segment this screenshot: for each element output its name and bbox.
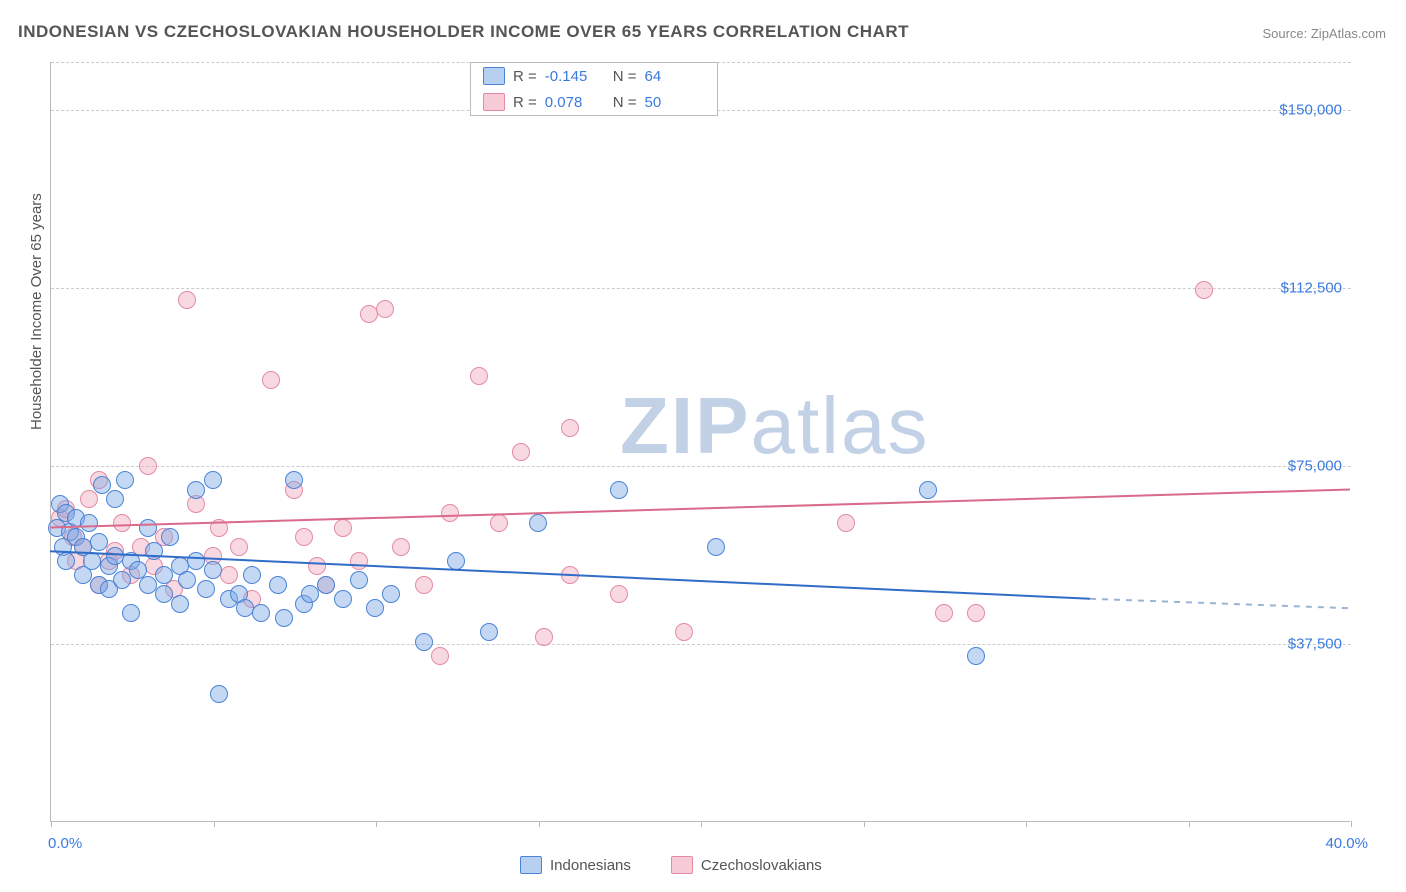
data-point	[155, 585, 173, 603]
data-point	[204, 561, 222, 579]
chart-source: Source: ZipAtlas.com	[1262, 26, 1386, 41]
data-point	[447, 552, 465, 570]
data-point	[106, 490, 124, 508]
legend-row: R = -0.145 N = 64	[471, 63, 717, 89]
data-point	[139, 576, 157, 594]
data-point	[236, 599, 254, 617]
legend-swatch	[520, 856, 542, 874]
n-value: 64	[645, 68, 705, 85]
legend-item: Indonesians	[520, 856, 631, 874]
data-point	[139, 519, 157, 537]
data-point	[83, 552, 101, 570]
x-axis-max-label: 40.0%	[1325, 835, 1368, 852]
data-point	[243, 566, 261, 584]
data-point	[561, 419, 579, 437]
data-point	[197, 580, 215, 598]
data-point	[155, 566, 173, 584]
data-point	[80, 514, 98, 532]
data-point	[252, 604, 270, 622]
x-axis-min-label: 0.0%	[48, 835, 82, 852]
data-point	[610, 585, 628, 603]
data-point	[145, 542, 163, 560]
n-label: N =	[613, 94, 637, 111]
data-point	[210, 519, 228, 537]
data-point	[919, 481, 937, 499]
data-point	[480, 623, 498, 641]
data-point	[301, 585, 319, 603]
data-point	[967, 647, 985, 665]
data-point	[295, 528, 313, 546]
data-point	[935, 604, 953, 622]
r-label: R =	[513, 68, 537, 85]
data-point	[350, 571, 368, 589]
scatter-plot	[50, 62, 1350, 822]
data-point	[285, 471, 303, 489]
data-point	[187, 481, 205, 499]
r-value: 0.078	[545, 94, 605, 111]
data-point	[382, 585, 400, 603]
data-point	[1195, 281, 1213, 299]
data-point	[535, 628, 553, 646]
data-point	[275, 609, 293, 627]
data-point	[269, 576, 287, 594]
data-point	[113, 514, 131, 532]
data-point	[220, 566, 238, 584]
data-point	[441, 504, 459, 522]
data-point	[106, 547, 124, 565]
data-point	[204, 471, 222, 489]
data-point	[161, 528, 179, 546]
data-point	[512, 443, 530, 461]
legend-row: R = 0.078 N = 50	[471, 89, 717, 115]
data-point	[431, 647, 449, 665]
data-point	[187, 552, 205, 570]
series-legend: Indonesians Czechoslovakians	[520, 856, 822, 874]
data-point	[178, 291, 196, 309]
legend-swatch	[483, 67, 505, 85]
r-value: -0.145	[545, 68, 605, 85]
data-point	[529, 514, 547, 532]
data-point	[139, 457, 157, 475]
r-label: R =	[513, 94, 537, 111]
y-axis-label: Householder Income Over 65 years	[28, 193, 45, 430]
data-point	[262, 371, 280, 389]
data-point	[392, 538, 410, 556]
legend-swatch	[483, 93, 505, 111]
chart-title: INDONESIAN VS CZECHOSLOVAKIAN HOUSEHOLDE…	[18, 22, 909, 42]
x-tick	[1351, 821, 1352, 827]
correlation-legend: R = -0.145 N = 64 R = 0.078 N = 50	[470, 62, 718, 116]
data-point	[113, 571, 131, 589]
data-point	[308, 557, 326, 575]
data-point	[230, 538, 248, 556]
legend-item: Czechoslovakians	[671, 856, 822, 874]
data-point	[171, 595, 189, 613]
data-point	[116, 471, 134, 489]
n-label: N =	[613, 68, 637, 85]
legend-label: Indonesians	[550, 857, 631, 874]
data-point	[376, 300, 394, 318]
data-point	[90, 533, 108, 551]
data-point	[178, 571, 196, 589]
data-point	[80, 490, 98, 508]
data-point	[366, 599, 384, 617]
data-point	[334, 519, 352, 537]
data-point	[122, 604, 140, 622]
data-point	[210, 685, 228, 703]
data-point	[415, 633, 433, 651]
data-point	[317, 576, 335, 594]
data-point	[490, 514, 508, 532]
data-point	[837, 514, 855, 532]
data-point	[334, 590, 352, 608]
data-point	[675, 623, 693, 641]
data-point	[610, 481, 628, 499]
data-point	[57, 552, 75, 570]
data-point	[470, 367, 488, 385]
data-point	[350, 552, 368, 570]
data-point	[561, 566, 579, 584]
data-point	[967, 604, 985, 622]
legend-label: Czechoslovakians	[701, 857, 822, 874]
legend-swatch	[671, 856, 693, 874]
data-point	[707, 538, 725, 556]
n-value: 50	[645, 94, 705, 111]
data-point	[415, 576, 433, 594]
